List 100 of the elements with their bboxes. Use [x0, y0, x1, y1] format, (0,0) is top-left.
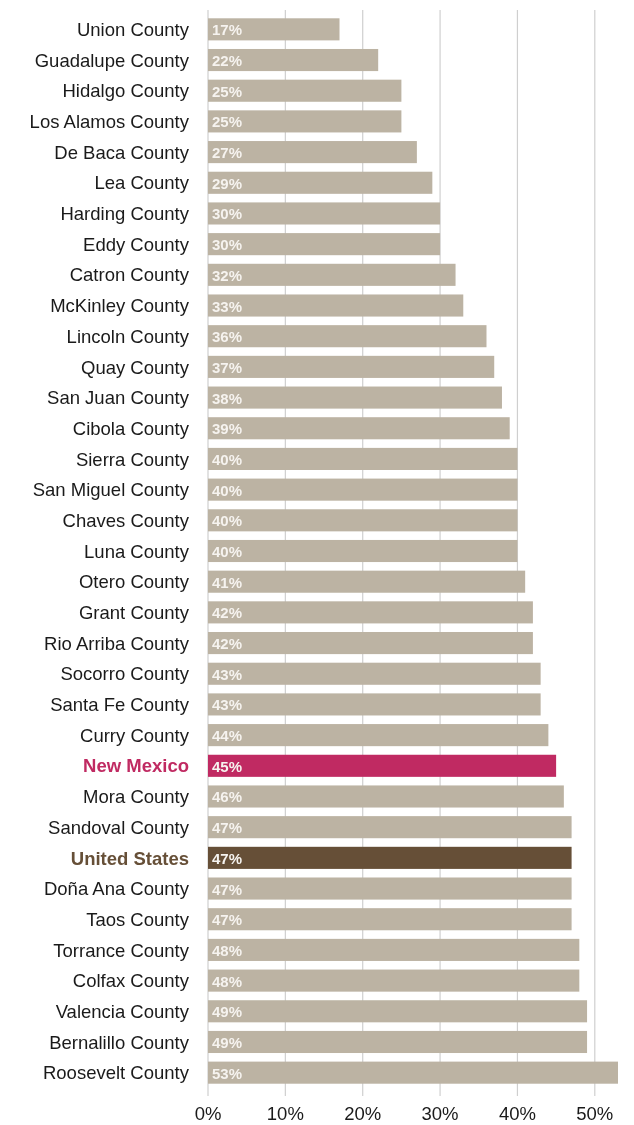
data-label: 30% [212, 236, 243, 254]
data-label: 46% [212, 788, 243, 806]
x-tick-label: 10% [266, 1102, 304, 1124]
y-tick-label: San Juan County [47, 387, 190, 409]
y-tick-label: Otero County [78, 571, 190, 593]
y-tick-label: Eddy County [83, 233, 190, 255]
x-tick-label: 0% [194, 1102, 222, 1124]
bar [208, 693, 541, 716]
y-tick-label: Sandoval County [48, 816, 190, 838]
data-label: 30% [212, 205, 243, 223]
bar [208, 1061, 618, 1084]
data-label: 47% [212, 911, 243, 929]
data-label: 37% [212, 358, 243, 376]
data-label: 48% [212, 972, 243, 990]
bar [208, 171, 433, 194]
data-label: 48% [212, 941, 243, 959]
bar [208, 141, 417, 164]
bar [208, 816, 572, 839]
bar [208, 632, 533, 655]
y-tick-label: Luna County [84, 540, 190, 562]
y-tick-label: Union County [76, 19, 190, 40]
y-tick-label: Taos County [86, 908, 190, 930]
data-label: 27% [212, 144, 243, 162]
data-label: 25% [212, 113, 243, 131]
bar [208, 79, 402, 102]
data-label: 29% [212, 174, 243, 192]
bar [208, 263, 456, 286]
data-label: 42% [212, 604, 243, 622]
bar [208, 447, 518, 470]
bar [208, 539, 518, 563]
y-tick-label: Chaves County [62, 509, 190, 531]
data-label: 47% [212, 849, 243, 867]
bar [208, 1000, 588, 1023]
y-tick-label: McKinley County [50, 295, 190, 317]
y-tick-label: Torrance County [53, 939, 190, 961]
data-label: 49% [212, 1033, 243, 1051]
y-tick-label: Colfax County [72, 970, 190, 992]
y-tick-label: Hidalgo County [62, 80, 190, 102]
bar [208, 785, 564, 808]
y-tick-label: Cibola County [72, 417, 190, 439]
data-label: 38% [212, 389, 243, 407]
data-label: 40% [212, 512, 243, 530]
data-label: 53% [212, 1064, 243, 1082]
y-tick-label: Santa Fe County [50, 694, 190, 716]
bar [208, 355, 495, 378]
data-label: 33% [212, 297, 243, 315]
data-label: 39% [212, 420, 243, 438]
bar [208, 417, 510, 440]
bar [208, 18, 340, 41]
bar [208, 110, 402, 133]
y-tick-label: United States [70, 847, 189, 869]
bar [208, 509, 518, 532]
y-tick-label: Doña Ana County [43, 878, 190, 900]
y-tick-label: Bernalillo County [49, 1031, 190, 1053]
data-label: 41% [212, 573, 243, 591]
x-tick-label: 50% [576, 1102, 614, 1124]
y-tick-label: Sierra County [75, 448, 190, 470]
y-tick-label: Quay County [81, 356, 190, 378]
bar [208, 1030, 588, 1054]
bar [208, 570, 526, 593]
y-tick-label: Valencia County [55, 1000, 190, 1022]
data-label: 40% [212, 543, 243, 560]
bar [208, 724, 549, 747]
data-label: 32% [212, 266, 243, 284]
y-tick-label: Rio Arriba County [44, 632, 190, 654]
data-label: 43% [212, 665, 243, 683]
bar [208, 877, 572, 900]
bar [208, 969, 580, 992]
data-label: 36% [212, 328, 243, 346]
bar [208, 938, 580, 961]
bar [208, 908, 572, 931]
y-tick-label: Roosevelt County [42, 1062, 190, 1084]
y-tick-label: San Miguel County [32, 479, 190, 501]
y-tick-label: Lea County [94, 172, 190, 194]
data-label: 42% [212, 635, 243, 653]
x-tick-label: 30% [421, 1102, 459, 1124]
data-label: 43% [212, 696, 243, 714]
y-tick-label: Socorro County [60, 663, 190, 685]
bar [208, 294, 464, 317]
x-tick-label: 20% [344, 1102, 382, 1124]
y-tick-label: Catron County [69, 264, 190, 286]
y-tick-label: Grant County [78, 602, 190, 624]
data-label: 40% [212, 481, 243, 499]
bar [208, 662, 541, 685]
data-label: 45% [212, 757, 243, 775]
data-label: 22% [212, 52, 243, 70]
bar [208, 233, 441, 256]
data-label: 47% [212, 880, 243, 898]
bar [208, 202, 441, 225]
y-tick-label: Los Alamos County [29, 111, 190, 133]
data-label: 40% [212, 450, 243, 468]
data-label: 17% [212, 21, 243, 39]
data-label: 25% [212, 82, 243, 100]
y-tick-label: De Baca County [54, 141, 190, 163]
bar [208, 846, 572, 869]
y-tick-label: Mora County [83, 786, 190, 808]
y-tick-label: Guadalupe County [34, 49, 190, 71]
y-tick-label: New Mexico [83, 755, 189, 777]
data-label: 49% [212, 1003, 243, 1021]
bar [208, 478, 518, 501]
